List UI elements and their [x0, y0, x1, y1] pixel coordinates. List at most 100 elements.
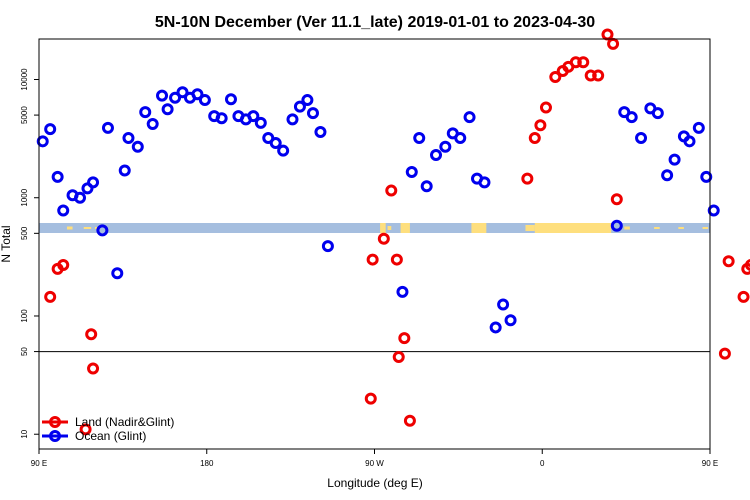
x-tick-label: 90 W	[365, 459, 384, 468]
land-point	[745, 259, 750, 271]
land-point	[364, 392, 377, 405]
y-tick-label: 1000	[20, 188, 29, 206]
y-tick-label: 5000	[20, 106, 29, 124]
ocean-point	[651, 107, 664, 120]
ocean-point	[661, 169, 674, 182]
land-segment	[525, 225, 535, 231]
ocean-point	[277, 144, 290, 157]
y-tick-label: 500	[20, 226, 29, 240]
land-point	[607, 37, 620, 50]
land-point	[392, 350, 405, 363]
ocean-point	[489, 321, 502, 334]
legend-ocean-label: Ocean (Glint)	[75, 429, 146, 443]
ocean-point	[131, 140, 144, 153]
ocean-point	[87, 176, 100, 189]
y-axis-label: N Total	[0, 225, 13, 262]
land-segment	[624, 226, 630, 230]
ocean-point	[668, 153, 681, 166]
ocean-point	[247, 110, 260, 123]
ocean-point	[254, 116, 267, 129]
land-point	[57, 258, 70, 271]
ocean-point	[497, 298, 510, 311]
ocean-point	[707, 204, 720, 217]
ocean-point	[118, 164, 131, 177]
ocean-point	[293, 100, 306, 113]
land-point	[549, 70, 562, 83]
land-segment	[94, 227, 99, 229]
land-segment	[83, 227, 92, 229]
land-point	[390, 253, 403, 266]
ocean-point	[176, 86, 189, 99]
land-point	[539, 101, 552, 114]
ocean-point	[269, 137, 282, 150]
y-tick-label: 50	[20, 347, 29, 356]
ocean-point	[439, 140, 452, 153]
land-point	[521, 172, 534, 185]
land-point	[534, 119, 547, 132]
land-point	[385, 184, 398, 197]
ocean-point	[700, 170, 713, 183]
x-tick-label: 180	[200, 459, 214, 468]
ocean-point	[57, 204, 70, 217]
land-point	[366, 253, 379, 266]
ocean-point	[122, 132, 135, 145]
ocean-point	[101, 121, 114, 134]
land-segment	[471, 223, 487, 233]
land-point	[577, 56, 590, 69]
ocean-point	[191, 88, 204, 101]
ocean-band	[39, 223, 710, 233]
legend-ocean-marker	[49, 430, 61, 442]
ocean-point	[405, 166, 418, 179]
ocean-point	[44, 123, 57, 136]
ocean-point	[413, 132, 426, 145]
land-point	[569, 56, 582, 69]
ocean-point	[306, 107, 319, 120]
land-segment	[400, 223, 410, 233]
ocean-point	[610, 219, 623, 232]
legend-land-marker	[49, 416, 61, 428]
land-segment	[678, 227, 684, 229]
land-segment	[387, 226, 392, 230]
ocean-point	[463, 111, 476, 124]
land-point	[592, 69, 605, 82]
ocean-point	[51, 170, 64, 183]
ocean-point	[301, 94, 314, 107]
ocean-point	[430, 148, 443, 161]
ocean-point	[111, 267, 124, 280]
ocean-point	[74, 191, 87, 204]
data-points	[36, 28, 750, 436]
land-segment	[534, 223, 612, 233]
land-segment	[702, 227, 709, 229]
land-point	[398, 332, 411, 345]
ocean-point	[161, 103, 174, 116]
ocean-point	[156, 89, 169, 102]
land-point	[403, 414, 416, 427]
ocean-point	[314, 125, 327, 138]
ocean-point	[36, 135, 49, 148]
land-point	[377, 232, 390, 245]
land-point	[601, 28, 614, 41]
ocean-point	[215, 112, 228, 125]
y-tick-label: 10	[20, 429, 29, 438]
geography-band	[39, 223, 710, 233]
ocean-point	[635, 132, 648, 145]
ocean-point	[146, 118, 159, 131]
ocean-point	[454, 132, 467, 145]
land-point	[85, 328, 98, 341]
chart-title: 5N-10N December (Ver 11.1_late) 2019-01-…	[155, 14, 595, 31]
y-tick-label: 100	[20, 309, 29, 323]
ocean-point	[420, 180, 433, 193]
land-point	[44, 290, 57, 303]
x-tick-label: 90 E	[702, 459, 718, 468]
ocean-point	[169, 91, 182, 104]
x-axis-label: Longitude (deg E)	[327, 476, 422, 490]
land-segment	[380, 223, 386, 233]
x-axis-ticks: 90 E 180 90 W 0 90 E	[31, 449, 718, 468]
legend: Land (Nadir&Glint) Ocean (Glint)	[42, 415, 174, 443]
land-point	[610, 193, 623, 206]
y-tick-label: 10000	[20, 68, 29, 91]
ocean-point	[139, 106, 152, 119]
ocean-point	[478, 176, 491, 189]
y-axis-ticks: 10 50 100 500 1000 5000 10000	[20, 68, 39, 439]
